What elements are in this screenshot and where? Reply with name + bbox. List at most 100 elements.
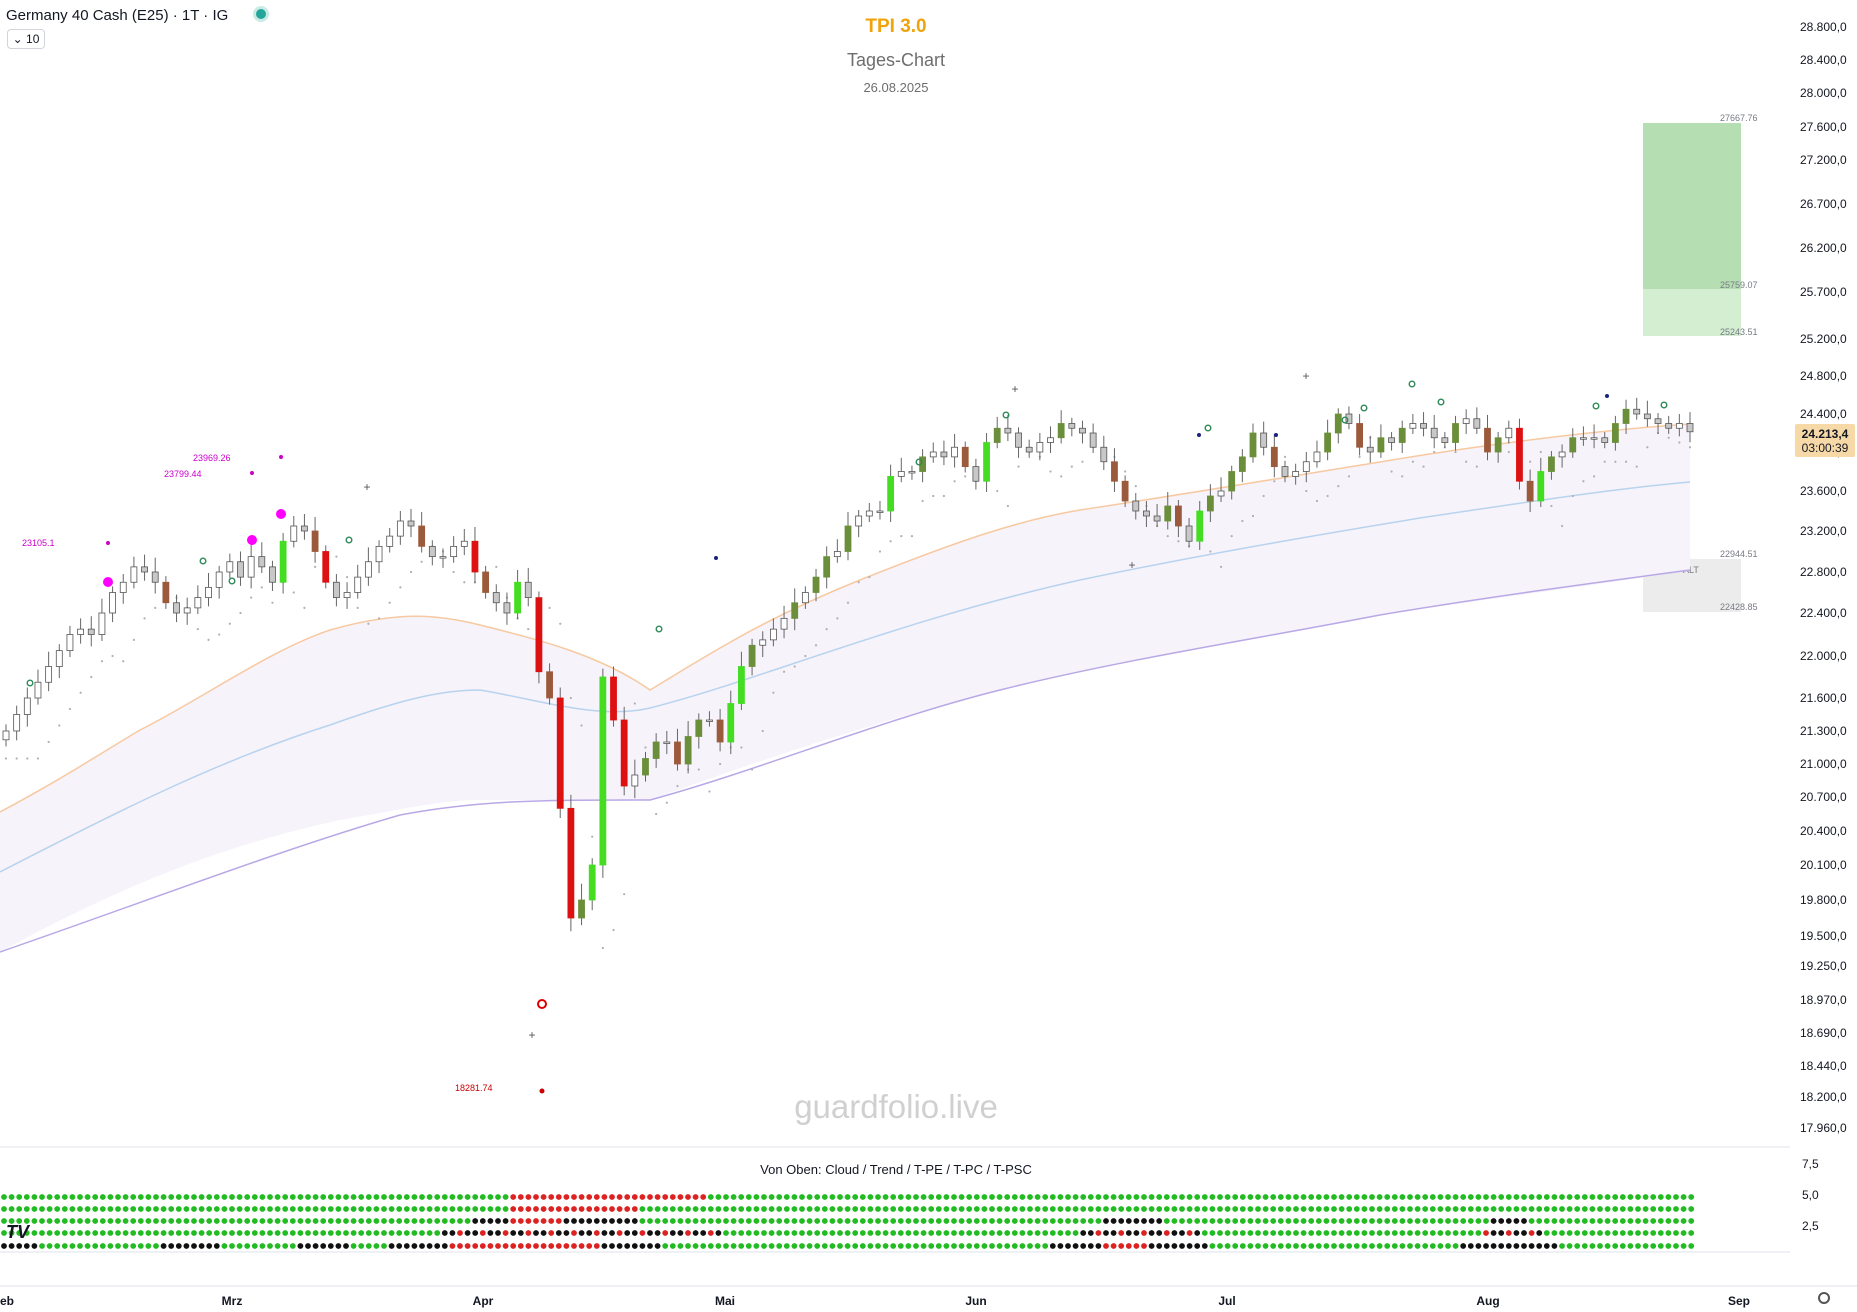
indicator-dot <box>1429 1206 1436 1212</box>
indicator-dot <box>388 1206 395 1212</box>
indicator-dot <box>388 1230 395 1236</box>
candle <box>1452 415 1459 451</box>
indicator-dot <box>457 1194 463 1200</box>
indicator-dot <box>966 1206 973 1212</box>
indicator-dot <box>1308 1243 1315 1249</box>
indicator-dot <box>1338 1206 1345 1212</box>
indicator-dot <box>1011 1230 1018 1236</box>
indicator-dot <box>1627 1230 1634 1236</box>
trend-dot <box>1603 460 1606 463</box>
indicator-dot <box>1619 1206 1626 1212</box>
indicator-dot <box>1346 1206 1353 1212</box>
indicator-dot <box>844 1206 851 1212</box>
time-axis[interactable]: eb Mrz Apr Mai Jun Jul Aug Sep <box>0 1294 1750 1308</box>
indicator-dot <box>1543 1243 1550 1249</box>
indicator-dot <box>1589 1206 1596 1212</box>
indicator-dot <box>548 1243 555 1249</box>
price-tick: 19.250,0 <box>1800 959 1847 973</box>
indicator-dot <box>1688 1218 1695 1224</box>
candle <box>578 883 585 926</box>
indicator-dot <box>958 1243 965 1249</box>
indicator-dot <box>213 1194 220 1200</box>
indicator-dot <box>510 1194 517 1200</box>
indicator-dot <box>1574 1206 1581 1212</box>
indicator-dot <box>533 1218 539 1224</box>
settings-gear-icon[interactable] <box>1818 1292 1830 1304</box>
indicator-dot <box>1604 1206 1611 1212</box>
indicator-dot <box>122 1218 129 1224</box>
indicator-dot <box>601 1194 608 1200</box>
indicator-dot <box>935 1243 942 1249</box>
indicator-dot <box>1133 1206 1140 1212</box>
trend-dot <box>367 622 370 625</box>
indicator-dot <box>555 1230 562 1236</box>
candle <box>1526 469 1534 512</box>
candle <box>1409 414 1417 434</box>
candle <box>855 510 863 538</box>
indicator-dot <box>267 1218 273 1224</box>
indicator-dot <box>373 1194 380 1200</box>
candle <box>1249 423 1257 463</box>
candle <box>471 527 479 584</box>
countdown: 03:00:39 <box>1802 441 1849 455</box>
indicator-dot <box>1597 1218 1603 1224</box>
indicator-dot <box>1543 1230 1550 1236</box>
indicator-dot <box>540 1218 547 1224</box>
trend-dot <box>740 746 743 749</box>
candle <box>1611 415 1619 451</box>
indicator-dot <box>502 1243 509 1249</box>
indicator-dot <box>1057 1243 1064 1249</box>
collapse-button[interactable]: ⌄ 10 <box>7 29 45 49</box>
candle <box>1068 417 1076 437</box>
indicator-dot <box>821 1194 828 1200</box>
indicator-dot <box>1505 1243 1512 1249</box>
indicator-dot <box>1141 1230 1147 1236</box>
indicator-dot <box>685 1206 691 1212</box>
trend-dot <box>676 784 679 788</box>
indicator-dot <box>1338 1194 1345 1200</box>
indicator-dot <box>692 1243 699 1249</box>
indicator-dot <box>434 1230 441 1236</box>
indicator-dot <box>707 1218 714 1224</box>
indicator-dot <box>297 1206 304 1212</box>
trend-dot <box>1006 504 1009 508</box>
candle <box>279 533 287 594</box>
indicator-dot <box>1574 1194 1581 1200</box>
indicator-dot <box>973 1218 980 1224</box>
indicator-dot <box>77 1243 83 1249</box>
candle <box>1121 475 1129 507</box>
trend-dot <box>15 757 18 760</box>
indicator-dot <box>586 1230 593 1236</box>
trend-dot <box>1017 465 1020 468</box>
indicator-dot <box>761 1218 767 1224</box>
indicator-dot <box>1543 1194 1550 1200</box>
indicator-dot <box>1361 1243 1368 1249</box>
indicator-dot <box>441 1243 448 1249</box>
indicator-dot <box>312 1194 319 1200</box>
market-status-icon <box>256 9 266 19</box>
trend-dot <box>452 570 455 574</box>
indicator-dot <box>244 1230 251 1236</box>
indicator-dot <box>768 1230 775 1236</box>
indicator-dot <box>1285 1230 1292 1236</box>
indicator-dot <box>1437 1230 1444 1236</box>
indicator-dot <box>1475 1194 1482 1200</box>
indicator-dot <box>981 1230 988 1236</box>
candle <box>567 794 575 932</box>
indicator-dot <box>1505 1218 1512 1224</box>
indicator-dot <box>783 1218 790 1224</box>
indicator-dot <box>578 1206 585 1212</box>
indicator-dot <box>320 1243 327 1249</box>
indicator-dot <box>609 1218 615 1224</box>
indicator-dot <box>1209 1206 1216 1212</box>
indicator-dot <box>1657 1218 1664 1224</box>
price-axis[interactable]: 28.800,028.400,028.000,027.600,027.200,0… <box>1800 20 1847 1135</box>
indicator-dot <box>989 1206 995 1212</box>
indicator-dot <box>426 1243 433 1249</box>
candle <box>1356 414 1363 456</box>
indicator-dot <box>806 1243 813 1249</box>
ma-blue <box>0 481 1691 873</box>
indicator-dot <box>175 1230 182 1236</box>
candle <box>823 546 831 589</box>
trend-dot <box>292 591 295 594</box>
